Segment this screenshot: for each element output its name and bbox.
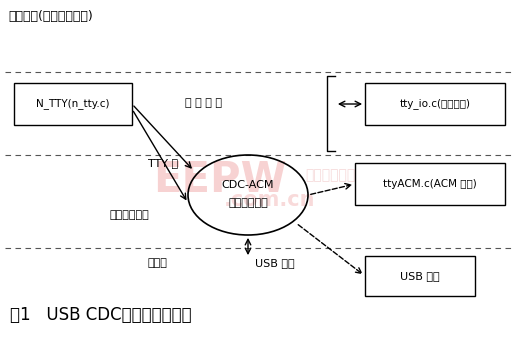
Text: N_TTY(n_tty.c): N_TTY(n_tty.c) <box>36 99 110 109</box>
Text: 电子产品世界: 电子产品世界 <box>305 168 355 182</box>
Bar <box>14 83 132 125</box>
Text: 线 路 规 程: 线 路 规 程 <box>185 98 222 108</box>
Text: .com.cn: .com.cn <box>224 190 316 210</box>
Text: USB 核心: USB 核心 <box>400 271 440 281</box>
Bar <box>355 163 505 205</box>
Text: 图1   USB CDC类设备通信流程: 图1 USB CDC类设备通信流程 <box>10 306 192 324</box>
Text: 应用程序(系统调用接口): 应用程序(系统调用接口) <box>8 10 93 23</box>
Text: ttyACM.c(ACM 模块): ttyACM.c(ACM 模块) <box>383 179 477 189</box>
Bar <box>365 256 475 296</box>
Bar <box>365 83 505 125</box>
Text: 设备驱动程序: 设备驱动程序 <box>228 198 268 208</box>
Text: 底层驱动程序: 底层驱动程序 <box>110 210 150 220</box>
Text: 物理层: 物理层 <box>148 258 168 268</box>
Text: tty_io.c(核心模块): tty_io.c(核心模块) <box>399 99 470 109</box>
Text: TTY 层: TTY 层 <box>148 158 178 168</box>
Text: CDC-ACM: CDC-ACM <box>222 180 274 190</box>
Text: USB 接口: USB 接口 <box>255 258 295 268</box>
Text: EEPW: EEPW <box>153 159 287 201</box>
